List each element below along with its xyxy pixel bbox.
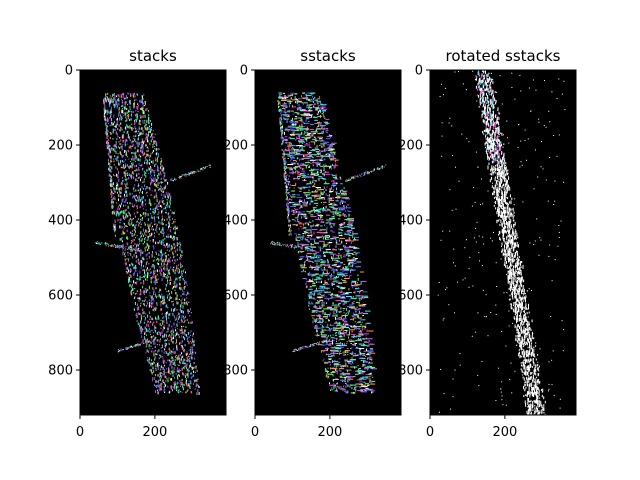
subplot-title: rotated sstacks xyxy=(446,47,561,65)
x-tick-label: 200 xyxy=(317,425,342,440)
subplot-2: 0 200 400 600 800 0 200 sstacks xyxy=(223,47,402,440)
x-tick-label: 200 xyxy=(492,425,517,440)
y-tick-label: 0 xyxy=(240,64,248,79)
axes-frame xyxy=(79,69,227,416)
x-tick-label: 200 xyxy=(142,425,167,440)
subplot-1: 0 200 400 600 800 0 200 stacks xyxy=(48,47,227,440)
subplot-title: stacks xyxy=(129,47,177,65)
y-tick-label: 600 xyxy=(48,289,73,304)
y-tick-label: 400 xyxy=(48,214,73,229)
y-tick-label: 400 xyxy=(398,214,423,229)
y-tick-label: 400 xyxy=(223,214,248,229)
y-tick-label: 800 xyxy=(398,364,423,379)
y-tick-label: 0 xyxy=(65,64,73,79)
y-tick-label: 200 xyxy=(48,139,73,154)
x-tick-label: 0 xyxy=(426,425,434,440)
x-tick-label: 0 xyxy=(251,425,259,440)
subplot-3: 0 200 400 600 800 0 200 rotated sstacks xyxy=(398,47,577,440)
axes-frame xyxy=(429,69,577,416)
y-tick-label: 600 xyxy=(398,289,423,304)
y-tick-label: 600 xyxy=(223,289,248,304)
y-tick-label: 800 xyxy=(223,364,248,379)
subplot-title: sstacks xyxy=(300,47,356,65)
y-tick-label: 200 xyxy=(223,139,248,154)
axes-frame xyxy=(254,69,402,416)
y-tick-label: 200 xyxy=(398,139,423,154)
x-tick-label: 0 xyxy=(76,425,84,440)
image-texture xyxy=(95,92,211,395)
image-background xyxy=(430,70,576,415)
y-tick-label: 800 xyxy=(48,364,73,379)
image-texture xyxy=(437,70,566,419)
image-texture xyxy=(270,92,387,394)
y-tick-label: 0 xyxy=(415,64,423,79)
